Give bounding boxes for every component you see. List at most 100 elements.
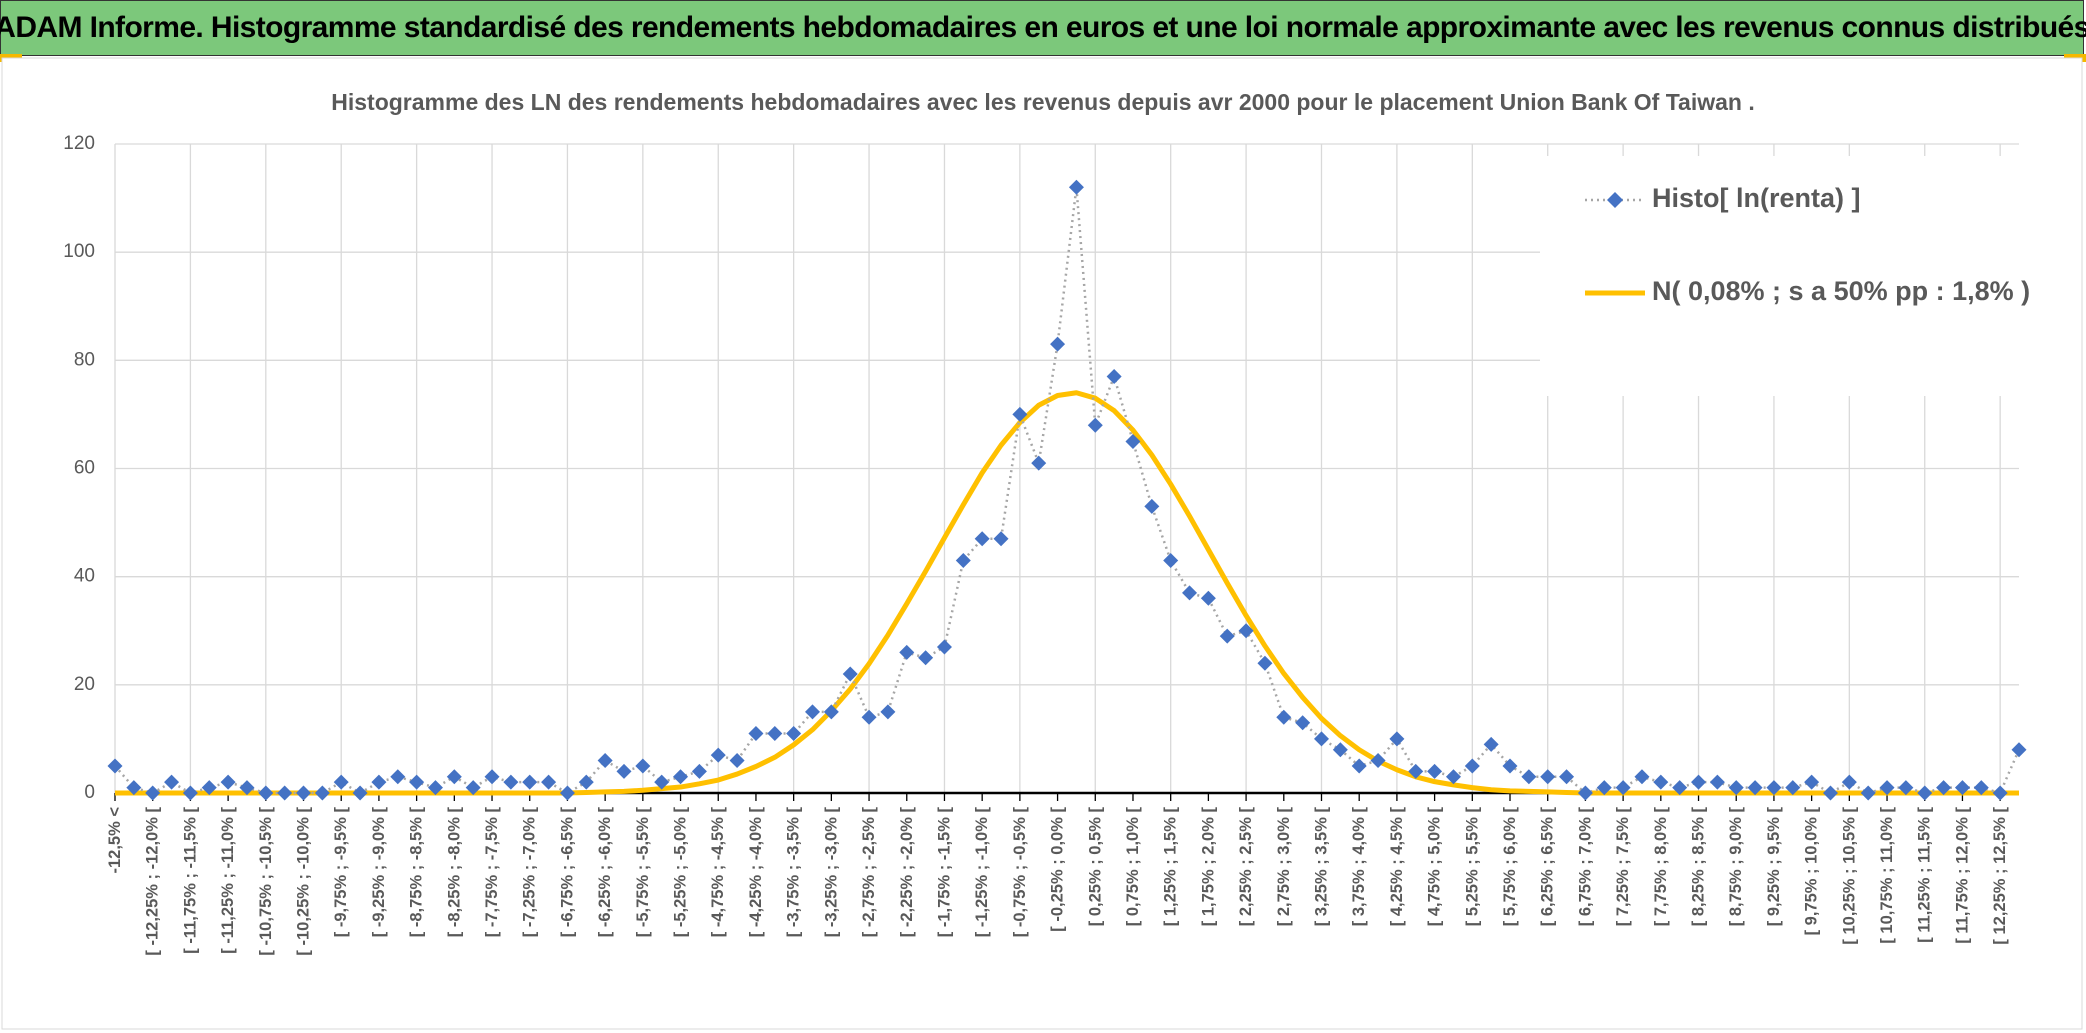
x-tick-label: [ 10,75% ; 11,0% [ <box>1878 807 1896 944</box>
point-marker <box>1182 585 1198 601</box>
x-tick-label: [ -10,75% ; -10,5% [ <box>257 807 275 956</box>
chart: Histogramme des LN des rendements hebdom… <box>1 57 2083 1030</box>
x-tick-label: [ -11,75% ; -11,5% [ <box>181 807 199 954</box>
point-marker <box>522 774 538 790</box>
x-tick-label: [ -0,25% ; 0,0% [ <box>1049 807 1067 932</box>
x-tick-label: [ -12,25% ; -12,0% [ <box>144 807 162 956</box>
point-marker <box>1219 628 1235 644</box>
point-marker <box>390 769 406 785</box>
point-marker <box>1785 780 1801 796</box>
x-tick-label: [ 8,75% ; 9,0% [ <box>1727 806 1745 926</box>
point-marker <box>164 774 180 790</box>
x-tick-label: [ 4,25% ; 4,5% [ <box>1388 806 1406 926</box>
point-marker <box>239 780 255 796</box>
x-tick-label: [ -7,25% ; -7,0% [ <box>521 807 539 938</box>
x-tick-label: [ 2,25% ; 2,5% [ <box>1237 806 1255 926</box>
point-marker <box>1898 780 1914 796</box>
point-marker <box>503 774 519 790</box>
point-marker <box>145 785 161 801</box>
point-marker <box>880 704 896 720</box>
point-marker <box>126 780 142 796</box>
point-marker <box>918 650 934 666</box>
point-marker <box>729 753 745 769</box>
x-tick-label: [ 0,25% ; 0,5% [ <box>1086 806 1104 926</box>
point-marker <box>1954 780 1970 796</box>
point-marker <box>899 644 915 660</box>
x-tick-label: [ -5,25% ; -5,0% [ <box>672 807 690 938</box>
x-tick-label: [ -4,75% ; -4,5% [ <box>709 807 727 938</box>
point-marker <box>1200 590 1216 606</box>
legend-box <box>1540 156 2022 396</box>
point-marker <box>974 531 990 547</box>
y-tick-label: 80 <box>74 349 95 370</box>
point-marker <box>654 774 670 790</box>
point-marker <box>1445 769 1461 785</box>
x-tick-label: [ 11,75% ; 12,0% [ <box>1953 807 1971 944</box>
x-tick-label: [ -1,75% ; -1,5% [ <box>935 807 953 938</box>
point-marker <box>673 769 689 785</box>
point-marker <box>296 785 312 801</box>
chart-title: Histogramme des LN des rendements hebdom… <box>331 89 1755 115</box>
point-marker <box>1144 498 1160 514</box>
point-marker <box>1804 774 1820 790</box>
x-tick-label: [ 11,25% ; 11,5% [ <box>1916 806 1934 942</box>
point-marker <box>1540 769 1556 785</box>
point-marker <box>1559 769 1575 785</box>
x-tick-label: [ 7,75% ; 8,0% [ <box>1652 806 1670 926</box>
point-marker <box>1163 552 1179 568</box>
point-marker <box>1841 774 1857 790</box>
x-tick-label: [ -7,75% ; -7,5% [ <box>483 807 501 938</box>
x-tick-label: [ -0,75% ; -0,5% [ <box>1011 807 1029 938</box>
point-marker <box>1992 785 2008 801</box>
x-tick-label: [ -10,25% ; -10,0% [ <box>295 807 313 956</box>
point-marker <box>446 769 462 785</box>
x-tick-label: [ 9,25% ; 9,5% [ <box>1765 806 1783 926</box>
point-marker <box>805 704 821 720</box>
point-marker <box>409 774 425 790</box>
point-marker <box>1577 785 1593 801</box>
point-marker <box>635 758 651 774</box>
point-marker <box>220 774 236 790</box>
x-tick-label: [ -9,25% ; -9,0% [ <box>370 807 388 938</box>
x-tick-label: [ 3,75% ; 4,0% [ <box>1350 806 1368 926</box>
x-tick-label: [ -5,75% ; -5,5% [ <box>634 807 652 938</box>
series-line <box>115 390 2019 796</box>
point-marker <box>1427 763 1443 779</box>
point-marker <box>1615 780 1631 796</box>
x-tick-label: [ 8,25% ; 8,5% [ <box>1690 806 1708 926</box>
x-tick-label: [ -9,75% ; -9,5% [ <box>332 807 350 938</box>
point-marker <box>371 774 387 790</box>
x-tick-label: [ 6,75% ; 7,0% [ <box>1576 806 1594 926</box>
point-marker <box>427 780 443 796</box>
y-tick-label: 60 <box>74 458 95 479</box>
y-tick-label: 20 <box>74 674 95 695</box>
point-marker <box>1087 417 1103 433</box>
y-tick-label: 40 <box>74 566 95 587</box>
point-marker <box>465 780 481 796</box>
point-marker <box>258 785 274 801</box>
x-tick-label: [ -6,75% ; -6,5% [ <box>558 807 576 938</box>
point-marker <box>691 763 707 779</box>
point-marker <box>1068 179 1084 195</box>
point-marker <box>823 704 839 720</box>
legend-label: N( 0,08% ; s a 50% pp : 1,8% ) <box>1652 276 2030 306</box>
point-marker <box>1653 774 1669 790</box>
point-marker <box>1483 736 1499 752</box>
point-marker <box>616 763 632 779</box>
point-marker <box>1257 655 1273 671</box>
point-marker <box>1936 780 1952 796</box>
y-tick-label: 0 <box>84 782 95 803</box>
point-marker <box>1728 780 1744 796</box>
legend-label: Histo[ ln(renta) ] <box>1652 183 1861 213</box>
point-marker <box>333 774 349 790</box>
x-tick-label: [ 7,25% ; 7,5% [ <box>1614 806 1632 926</box>
point-marker <box>1389 731 1405 747</box>
point-marker <box>1709 774 1725 790</box>
point-marker <box>1747 780 1763 796</box>
point-marker <box>1276 709 1292 725</box>
point-marker <box>1408 763 1424 779</box>
point-marker <box>1370 753 1386 769</box>
point-marker <box>1822 785 1838 801</box>
point-marker <box>1313 731 1329 747</box>
